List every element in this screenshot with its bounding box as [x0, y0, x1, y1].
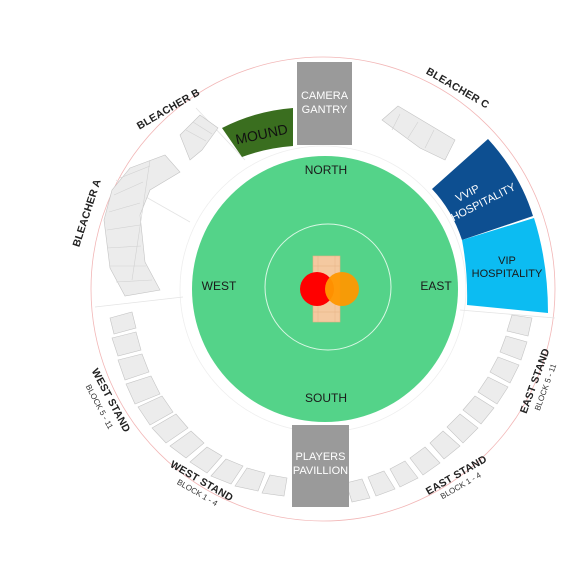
- vvip-shape: [432, 139, 533, 240]
- outer-boundary: [90, 56, 556, 522]
- north-label: NORTH: [305, 163, 347, 177]
- inner-circle: [264, 223, 392, 351]
- vip-label-line2: HOSPITALITY: [472, 268, 543, 280]
- sponsor-logo: [300, 272, 359, 306]
- camera-gantry-section[interactable]: CAMERA GANTRY: [297, 62, 352, 145]
- south-label: SOUTH: [305, 391, 347, 405]
- vip-hospitality-section[interactable]: VIP HOSPITALITY: [462, 218, 548, 313]
- bleacher-a-section[interactable]: [103, 154, 181, 297]
- players-pavillion-section[interactable]: PLAYERS PAVILLION: [292, 425, 349, 507]
- camera-gantry-box: [297, 62, 352, 145]
- east-stand-block-1-4-section[interactable]: [345, 446, 441, 503]
- players-pavillion-box: [292, 425, 349, 507]
- camera-gantry-label-line1: CAMERA: [301, 90, 349, 102]
- players-pavillion-label-line2: PAVILLION: [293, 465, 348, 477]
- camera-gantry-label-line2: GANTRY: [302, 104, 348, 116]
- bleacher-a-label: BLEACHER A: [71, 178, 104, 249]
- west-stand-block-5-11-section[interactable]: [109, 311, 205, 459]
- bleacher-b-section[interactable]: [179, 114, 219, 161]
- vip-label-line1: VIP: [498, 255, 516, 267]
- east-stand-block-5-11-section[interactable]: [429, 314, 533, 460]
- players-pavillion-label-line1: PLAYERS: [296, 451, 346, 463]
- bleacher-c-label: BLEACHER C: [424, 65, 492, 111]
- vvip-hospitality-section[interactable]: VVIP HOSPITALITY: [432, 139, 533, 240]
- mound-section[interactable]: MOUND: [222, 108, 293, 157]
- east-label: EAST: [420, 279, 452, 293]
- vip-shape: [462, 218, 548, 313]
- mound-shape: [222, 108, 293, 157]
- bleacher-c-section[interactable]: [381, 105, 456, 161]
- west-label: WEST: [202, 279, 237, 293]
- west-stand-block-1-4-section[interactable]: [189, 446, 288, 497]
